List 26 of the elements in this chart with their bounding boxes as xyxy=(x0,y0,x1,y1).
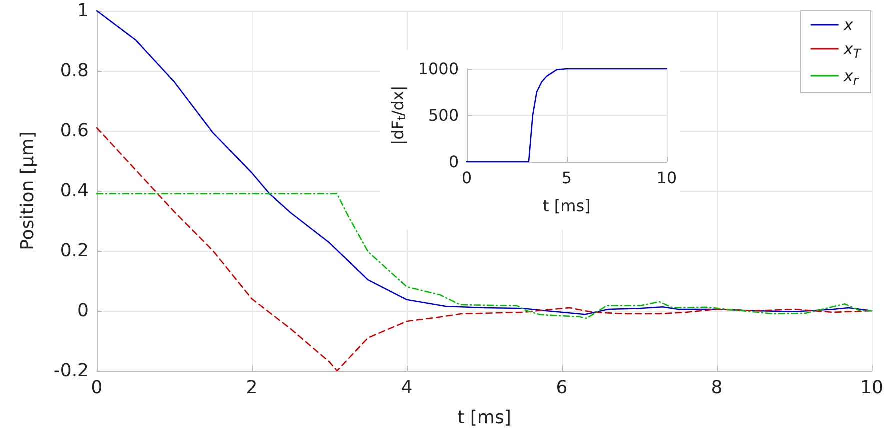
x-tick-label: 0 xyxy=(91,378,103,398)
line-series xyxy=(96,193,873,320)
x-tick-label: 4 xyxy=(401,378,413,398)
y-tick-label: 0.2 xyxy=(60,240,89,262)
y-tick-label: 0 xyxy=(448,152,459,172)
legend-label: x xyxy=(842,16,854,34)
x-tick-label: 6 xyxy=(556,378,568,398)
x-tick-label: 5 xyxy=(562,168,572,188)
x-tick-label: 8 xyxy=(711,378,723,398)
y-tick-label: 0.6 xyxy=(60,120,89,142)
x-tick-label: 10 xyxy=(656,168,677,188)
line-series xyxy=(466,68,668,163)
x-axis-title: t [ms] xyxy=(543,196,591,216)
x-tick-label: 10 xyxy=(860,378,884,398)
y-axis-title: |dFt/dx| xyxy=(388,86,408,146)
x-axis-title: t [ms] xyxy=(458,408,512,428)
x-tick-label: 2 xyxy=(246,378,258,398)
y-axis-title: Position [μm] xyxy=(18,132,38,250)
y-tick-label: 0.8 xyxy=(60,60,89,82)
y-tick-label: 1 xyxy=(78,0,89,22)
x-tick-label: 0 xyxy=(462,168,472,188)
y-tick-label: 1000 xyxy=(418,60,459,78)
y-tick-label: 0.4 xyxy=(60,180,89,202)
y-tick-label: 0 xyxy=(78,300,89,322)
y-tick-label: -0.2 xyxy=(54,360,89,382)
y-tick-label: 500 xyxy=(428,106,459,125)
